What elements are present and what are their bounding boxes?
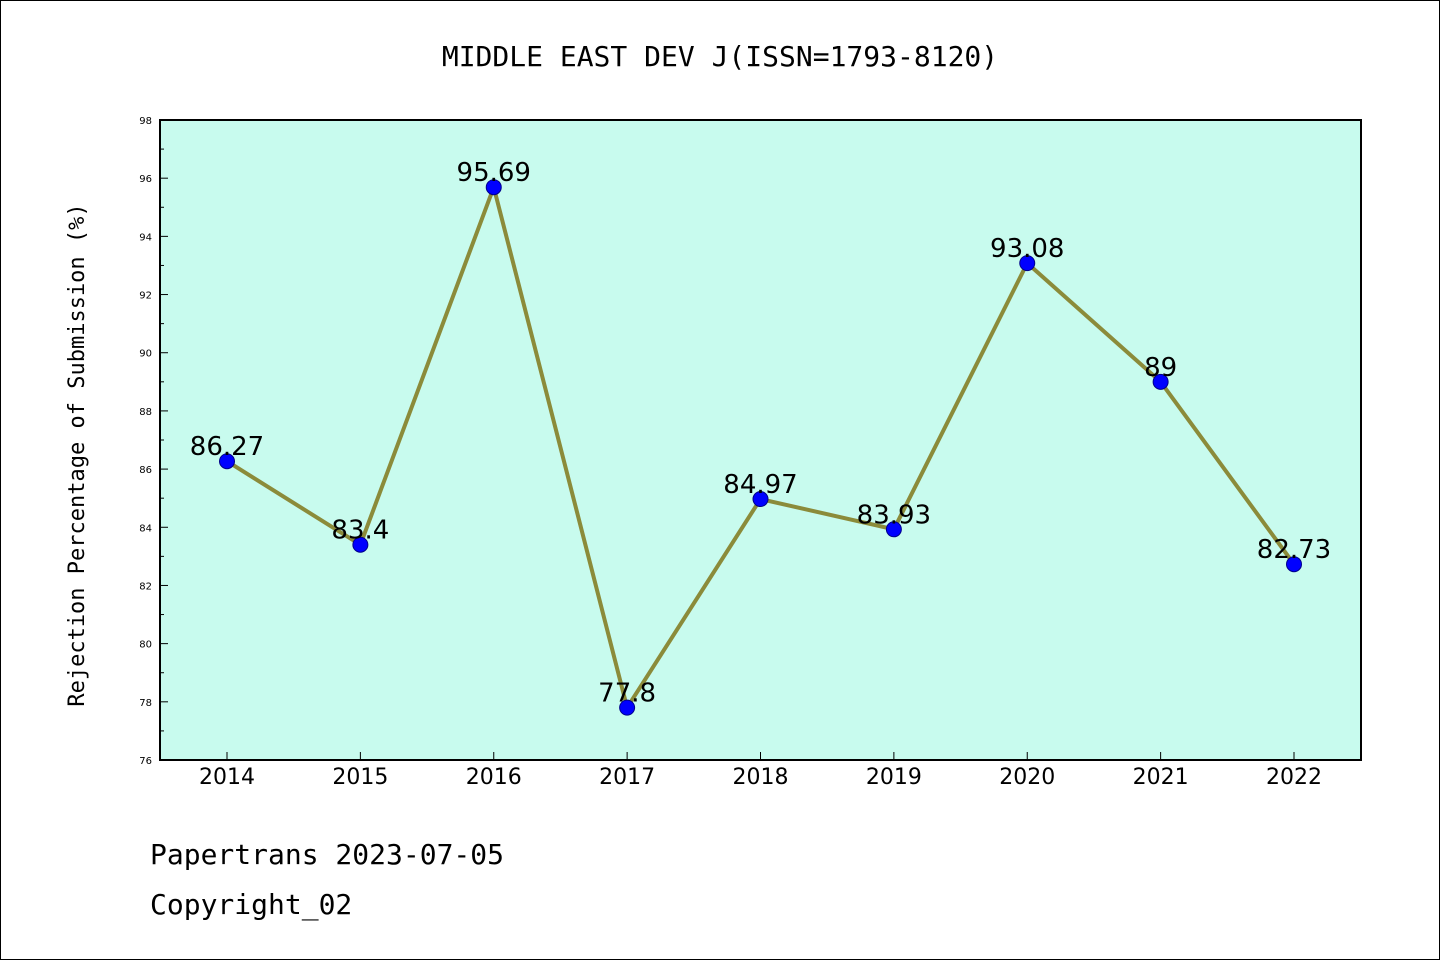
x-tick-label: 2017 — [599, 765, 655, 790]
y-tick-label: 92 — [139, 291, 152, 302]
data-label: 86.27 — [190, 432, 264, 462]
data-point — [352, 536, 369, 553]
data-point — [885, 521, 902, 538]
y-tick-label: 96 — [139, 174, 152, 185]
data-label: 82.73 — [1257, 535, 1331, 565]
y-tick-label: 80 — [139, 640, 152, 651]
data-label: 89 — [1144, 353, 1177, 383]
x-tick-label: 2021 — [1133, 765, 1189, 790]
y-tick-label: 76 — [139, 756, 152, 767]
data-label: 93.08 — [990, 234, 1064, 264]
data-label: 83.93 — [857, 500, 931, 530]
data-point — [1019, 255, 1036, 272]
data-label: 84.97 — [723, 470, 797, 500]
y-tick-label: 98 — [139, 116, 152, 127]
footer-publisher-date: Papertrans 2023-07-05 — [150, 838, 504, 871]
y-tick-label: 78 — [139, 698, 152, 709]
data-label: 83.4 — [331, 516, 389, 546]
x-tick-label: 2019 — [866, 765, 922, 790]
plot-border — [159, 119, 1362, 761]
x-tick-label: 2022 — [1266, 765, 1322, 790]
x-tick-label: 2015 — [332, 765, 388, 790]
chart-title: MIDDLE EAST DEV J(ISSN=1793-8120) — [442, 40, 998, 73]
data-labels: 86.27 83.4 95.69 77.8 84.97 83.93 93.08 89 82.73 — [190, 158, 1331, 708]
data-label: 77.8 — [598, 679, 656, 709]
data-point — [219, 453, 235, 470]
y-axis-label: Rejection Percentage of Submission (%) — [65, 203, 90, 706]
data-point — [485, 179, 502, 196]
x-tick-label: 2016 — [466, 765, 522, 790]
x-tick-label: 2018 — [733, 765, 789, 790]
plot-area — [160, 120, 1361, 760]
y-axis: 76 78 80 82 84 86 88 90 92 94 96 98 — [139, 116, 168, 767]
x-tick-label: 2014 — [199, 765, 255, 790]
y-tick-label: 84 — [139, 523, 152, 534]
x-tick-label: 2020 — [999, 765, 1055, 790]
data-point — [1286, 556, 1302, 573]
y-tick-label: 94 — [139, 232, 152, 243]
y-tick-label: 82 — [139, 581, 152, 592]
data-markers — [219, 179, 1302, 716]
data-point — [619, 699, 636, 716]
y-tick-label: 88 — [139, 407, 152, 418]
footer-copyright: Copyright_02 — [150, 888, 352, 922]
data-label: 95.69 — [457, 158, 531, 188]
data-point — [1152, 373, 1169, 390]
data-point — [752, 491, 769, 508]
x-axis: 2014 2015 2016 2017 2018 2019 2020 2021 2022 — [199, 752, 1322, 790]
y-tick-label: 86 — [139, 465, 152, 476]
y-tick-label: 90 — [139, 349, 152, 360]
